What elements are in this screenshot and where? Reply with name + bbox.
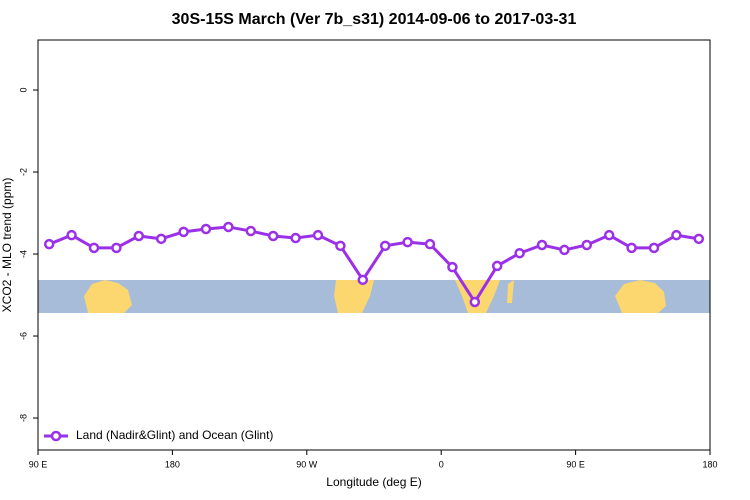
y-axis-label: XCO2 - MLO trend (ppm) [0, 178, 14, 313]
point [648, 242, 660, 254]
point [245, 225, 257, 237]
x-tick-label: 180 [702, 459, 717, 469]
point [559, 244, 570, 256]
point [626, 242, 637, 254]
x-tick-label: 90 W [296, 459, 318, 469]
x-tick-label: 180 [165, 459, 180, 469]
point [424, 238, 436, 250]
point [469, 296, 481, 308]
point [155, 233, 167, 245]
point [603, 229, 615, 241]
chart-title: 30S-15S March (Ver 7b_s31) 2014-09-06 to… [172, 11, 577, 28]
y-tick-label: -6 [18, 332, 28, 340]
point [111, 242, 122, 254]
y-tick-label: -2 [18, 168, 28, 176]
point [178, 226, 189, 238]
point [133, 230, 145, 242]
point [200, 223, 212, 235]
point [581, 239, 593, 251]
point [536, 239, 548, 251]
ocean-band [38, 280, 710, 313]
legend-label: Land (Nadir&Glint) and Ocean (Glint) [76, 428, 273, 442]
point [43, 238, 55, 250]
point [312, 229, 324, 241]
x-tick-label: 0 [439, 459, 444, 469]
land [334, 280, 374, 313]
point [66, 229, 77, 241]
legend-marker [50, 430, 62, 442]
x-tick-label: 90 E [566, 459, 585, 469]
plot-frame [37, 39, 711, 451]
point [290, 232, 301, 244]
point [671, 229, 682, 241]
x-axis-label: Longitude (deg E) [326, 475, 421, 489]
x-tick-label: 90 E [29, 459, 48, 469]
point [88, 242, 100, 254]
legend: Land (Nadir&Glint) and Ocean (Glint) [44, 428, 273, 442]
land [507, 280, 514, 303]
point [447, 261, 458, 273]
point [379, 240, 391, 252]
point [693, 233, 705, 245]
point [402, 236, 413, 248]
point [491, 260, 503, 272]
y-tick-label: -4 [18, 250, 28, 258]
point [357, 274, 369, 286]
point [223, 221, 234, 233]
y-tick-label: 0 [18, 88, 28, 93]
land [615, 280, 666, 313]
map-band [38, 280, 710, 313]
land [84, 280, 132, 313]
y-tick-label: -8 [18, 414, 28, 422]
point [514, 247, 525, 259]
point [335, 240, 346, 252]
point [267, 230, 279, 242]
